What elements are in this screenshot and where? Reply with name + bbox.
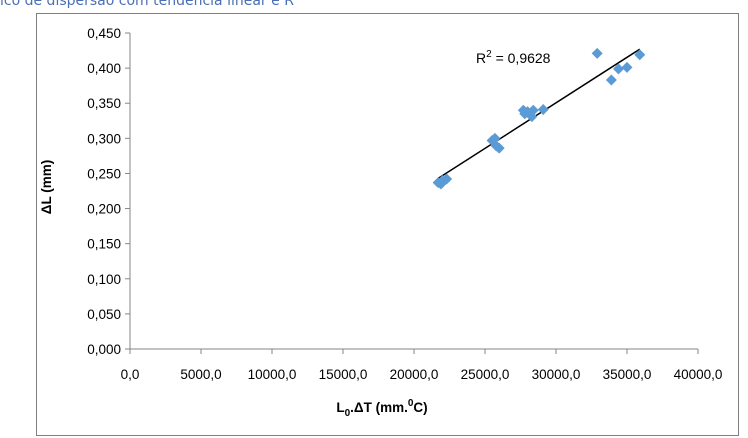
y-tick-label: 0,450 (87, 26, 121, 41)
x-tick-labels: 0,0 5000,0 10000,0 15000,0 20000,0 25000,0 300… (121, 367, 723, 382)
data-point (527, 104, 539, 116)
data-point (612, 63, 624, 75)
x-tick-label: 5000,0 (180, 367, 221, 382)
data-points (432, 47, 646, 190)
x-tick-label: 0,0 (121, 367, 140, 382)
x-tick-label: 35000,0 (603, 367, 652, 382)
x-tick-label: 30000,0 (532, 367, 581, 382)
x-tick-label: 20000,0 (390, 367, 439, 382)
x-tick-label: 10000,0 (248, 367, 297, 382)
y-tick-label: 0,250 (87, 166, 121, 181)
figure-caption: ico de dispersão com tendência linear e … (0, 0, 294, 9)
y-tick-label: 0,400 (87, 61, 121, 76)
data-point (493, 142, 505, 154)
y-tick-label: 0,050 (87, 307, 121, 322)
x-tick-label: 25000,0 (461, 367, 510, 382)
y-tick-label: 0,300 (87, 131, 121, 146)
y-tick-labels: 0,000 0,050 0,100 0,150 0,200 0,250 0,300 0,350… (87, 26, 121, 357)
r-squared-annotation: R2 = 0,9628 (476, 49, 551, 66)
data-point (537, 104, 549, 116)
x-tick-label: 15000,0 (319, 367, 368, 382)
data-point (591, 47, 603, 59)
data-point (441, 173, 453, 185)
x-axis-title: L0.ΔT (mm.0C) (336, 398, 427, 419)
trendline-group (437, 48, 641, 179)
axes-group (125, 32, 699, 354)
data-point (634, 49, 646, 61)
chart-frame (36, 13, 739, 436)
y-axis-title: ΔL (mm) (39, 160, 54, 214)
data-point (489, 132, 501, 144)
data-point (605, 74, 617, 86)
y-tick-label: 0,150 (87, 237, 121, 252)
x-tick-label: 40000,0 (674, 367, 723, 382)
data-point (621, 61, 633, 73)
y-tick-label: 0,100 (87, 272, 121, 287)
y-tick-label: 0,000 (87, 342, 121, 357)
linear-trendline (437, 48, 641, 179)
y-tick-label: 0,200 (87, 202, 121, 217)
y-tick-label: 0,350 (87, 96, 121, 111)
